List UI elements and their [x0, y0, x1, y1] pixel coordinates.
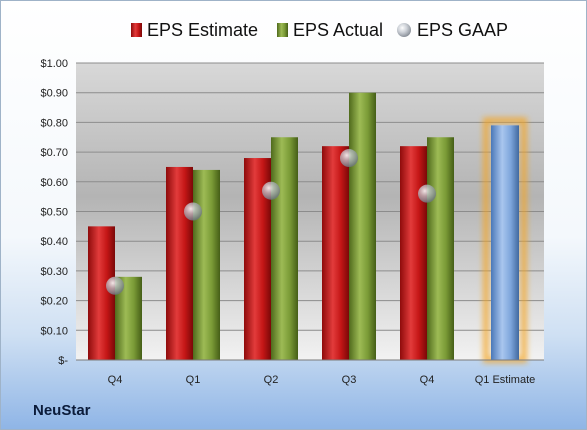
- marker-eps-gaap: [184, 202, 202, 221]
- x-tick-label: Q4: [420, 374, 435, 386]
- legend-item-gaap: EPS GAAP: [397, 20, 508, 40]
- company-name: NeuStar: [33, 402, 91, 419]
- bar-future-estimate: [491, 125, 519, 361]
- legend-swatch-actual: [277, 23, 288, 37]
- legend-item-estimate: EPS Estimate: [131, 20, 258, 40]
- legend: EPS Estimate EPS Actual EPS GAAP: [131, 20, 508, 40]
- legend-label-actual: EPS Actual: [293, 20, 383, 40]
- marker-eps-gaap: [262, 181, 280, 200]
- marker-eps-gaap: [340, 149, 358, 168]
- x-tick-label: Q4: [108, 374, 123, 386]
- y-tick-label: $0.10: [40, 325, 68, 337]
- x-tick-label: Q1: [186, 374, 201, 386]
- y-tick-label: $0.90: [40, 88, 68, 100]
- bar-eps-actual: [427, 137, 454, 360]
- y-tick-label: $0.20: [40, 296, 68, 308]
- legend-swatch-estimate: [131, 23, 142, 37]
- legend-label-gaap: EPS GAAP: [417, 20, 508, 40]
- bar-eps-actual: [271, 137, 298, 360]
- bar-eps-actual: [349, 92, 376, 360]
- y-tick-label: $0.70: [40, 147, 68, 159]
- gaap-markers: [106, 149, 436, 295]
- y-axis-ticks: $- $0.10 $0.20 $0.30 $0.40 $0.50 $0.60 $0.70 $0.…: [40, 58, 68, 367]
- legend-label-estimate: EPS Estimate: [147, 20, 258, 40]
- x-tick-label: Q1 Estimate: [475, 374, 536, 386]
- bars: [88, 92, 527, 364]
- y-tick-label: $-: [58, 355, 68, 367]
- bar-eps-estimate: [322, 146, 349, 360]
- gridlines: [76, 62, 544, 361]
- y-tick-label: $0.30: [40, 266, 68, 278]
- legend-item-actual: EPS Actual: [277, 20, 383, 40]
- marker-eps-gaap: [106, 276, 124, 295]
- legend-marker-gaap: [397, 23, 411, 37]
- y-tick-label: $1.00: [40, 58, 68, 70]
- x-tick-label: Q3: [342, 374, 357, 386]
- marker-eps-gaap: [418, 184, 436, 203]
- y-tick-label: $0.60: [40, 177, 68, 189]
- y-tick-label: $0.50: [40, 207, 68, 219]
- x-axis-labels: Q4 Q1 Q2 Q3 Q4 Q1 Estimate: [108, 374, 536, 386]
- bar-eps-estimate: [166, 166, 193, 360]
- bar-eps-actual: [193, 169, 220, 360]
- x-tick-label: Q2: [264, 374, 279, 386]
- y-tick-label: $0.40: [40, 236, 68, 248]
- bar-eps-estimate: [400, 146, 427, 360]
- y-tick-label: $0.80: [40, 117, 68, 129]
